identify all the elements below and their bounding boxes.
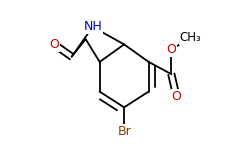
Text: CH₃: CH₃ [180,31,202,44]
Text: NH: NH [83,20,102,33]
Text: Br: Br [117,125,131,138]
Text: O: O [166,43,176,56]
Text: O: O [49,38,59,51]
Text: O: O [172,90,181,103]
